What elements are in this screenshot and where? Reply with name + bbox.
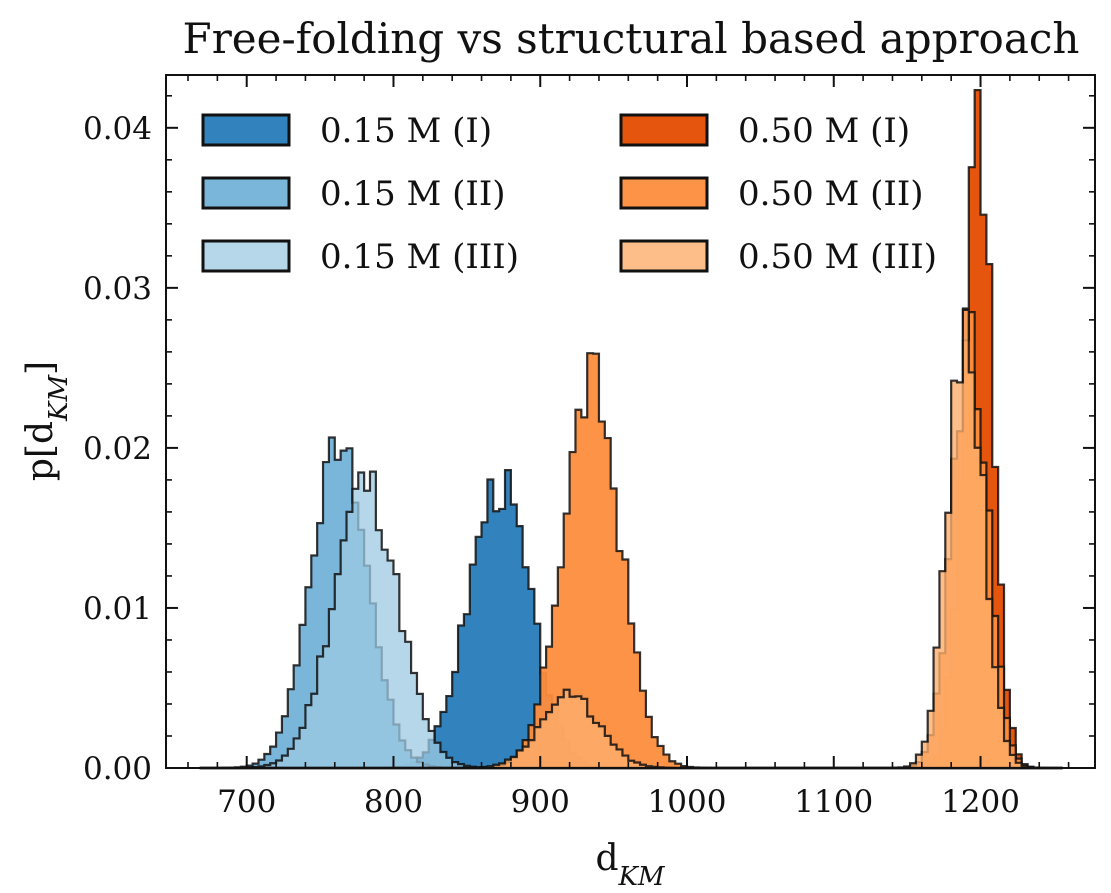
y-axis-label-subscript: KM: [44, 374, 74, 422]
x-tick-label: 700: [217, 784, 276, 820]
x-tick-label: 800: [364, 784, 423, 820]
chart-title: Free-folding vs structural based approac…: [183, 14, 1080, 63]
axis-ticks: 700 800 900 1000 1100 1200 0.00 0.01 0.02 0.03 0.0…: [83, 75, 1095, 820]
legend-swatch: [201, 239, 291, 273]
x-tick-label: 1000: [648, 784, 727, 820]
x-axis-label-subscript: KM: [618, 862, 666, 892]
x-tick-label: 1100: [794, 784, 873, 820]
y-tick-label: 0.02: [83, 431, 152, 467]
x-axis-label: dKM: [595, 838, 665, 892]
legend-swatch: [619, 176, 709, 210]
legend-label: 0.15 M (I): [320, 111, 492, 151]
legend: 0.15 M (I) 0.15 M (II) 0.15 M (III) 0.50 M …: [201, 111, 937, 277]
legend-label: 0.15 M (III): [320, 237, 519, 277]
y-tick-label: 0.00: [83, 751, 152, 787]
legend-label: 0.50 M (III): [738, 237, 937, 277]
x-tick-label: 1200: [941, 784, 1020, 820]
legend-label: 0.15 M (II): [320, 174, 506, 214]
legend-swatch: [619, 239, 709, 273]
y-axis-label-bracket: ]: [20, 361, 61, 375]
legend-label: 0.50 M (I): [738, 111, 910, 151]
legend-swatch: [619, 113, 709, 147]
plot-frame: [165, 74, 1096, 769]
legend-swatch: [201, 176, 291, 210]
legend-swatch: [201, 113, 291, 147]
x-axis-label-main: d: [595, 838, 618, 879]
y-axis-label-main: p[d: [20, 421, 61, 481]
y-tick-label: 0.03: [83, 271, 152, 307]
x-tick-label: 900: [511, 784, 570, 820]
legend-label: 0.50 M (II): [738, 174, 924, 214]
y-tick-label: 0.01: [83, 591, 152, 627]
y-axis-label: p[dKM]: [20, 361, 74, 481]
y-tick-label: 0.04: [83, 111, 152, 147]
